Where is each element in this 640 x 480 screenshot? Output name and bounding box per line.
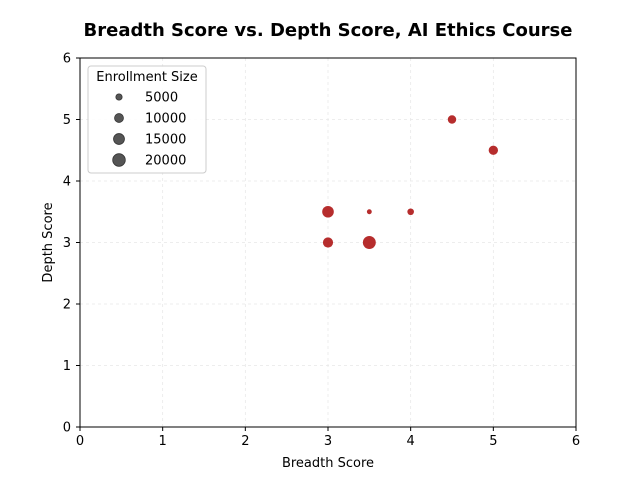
legend-marker [113,133,125,145]
y-tick-label: 2 [63,298,71,313]
x-tick-label: 2 [241,434,249,449]
data-point [407,208,414,216]
legend-marker [112,153,126,167]
axis-ticks: 0 1 2 3 4 5 6 0 1 2 3 4 5 6 [63,52,580,450]
data-point [322,237,334,248]
data-point [362,236,376,249]
data-point [447,115,457,124]
legend-marker [115,93,123,101]
legend-label: 15000 [145,133,186,148]
y-tick-label: 0 [63,421,71,436]
y-tick-label: 5 [63,113,71,128]
legend-title: Enrollment Size [96,70,198,85]
x-tick-label: 5 [489,434,497,449]
x-axis-title: Breadth Score [282,456,374,471]
legend-marker [114,113,124,123]
x-tick-label: 4 [407,434,415,449]
data-point [488,145,499,155]
legend: Enrollment Size 5000 10000 15000 20000 [87,65,207,174]
y-tick-label: 1 [63,359,71,374]
data-points [322,115,499,249]
legend-label: 5000 [145,91,178,106]
data-point [322,205,334,218]
chart-title: Breadth Score vs. Depth Score, AI Ethics… [84,20,573,41]
x-tick-label: 1 [159,434,167,449]
y-axis-title: Depth Score [41,202,56,282]
legend-label: 20000 [145,154,186,169]
y-tick-label: 3 [63,236,71,251]
legend-label: 10000 [145,112,186,127]
y-tick-label: 6 [63,52,71,67]
legend-box [87,65,207,174]
x-tick-label: 6 [572,434,580,449]
data-point [366,209,372,215]
x-tick-label: 3 [324,434,332,449]
x-tick-label: 0 [76,434,84,449]
y-tick-label: 4 [63,175,71,190]
